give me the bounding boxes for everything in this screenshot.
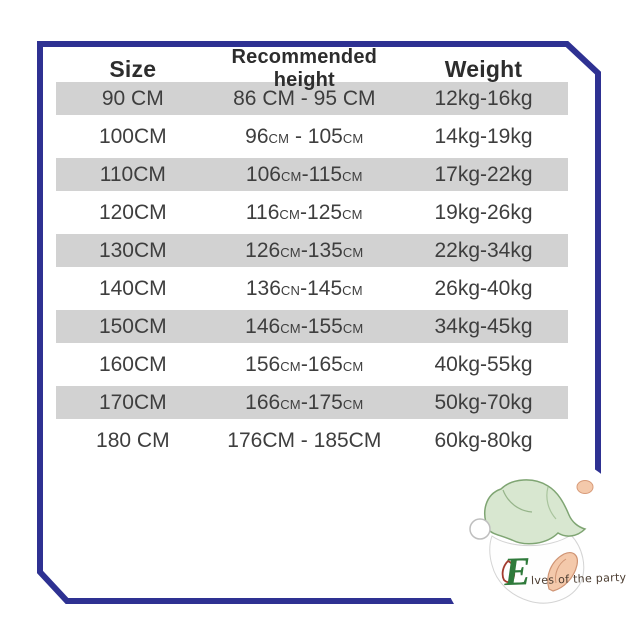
weight-cell: 22kg-34kg — [434, 239, 533, 262]
small-ear-detail — [501, 559, 516, 583]
table-row: 130CM 126CM-135CM 22kg-34kg — [56, 232, 568, 270]
weight-cell: 26kg-40kg — [434, 277, 533, 300]
weight-cell: 50kg-70kg — [434, 391, 533, 414]
elf-ear-inner-line — [555, 558, 567, 584]
size-cell: 140CM — [98, 277, 167, 300]
brand-text: Elves of the party — [503, 548, 627, 595]
size-cell: 150CM — [98, 315, 167, 338]
height-cell: 136CN-145CM — [245, 277, 363, 300]
table-row: 180 CM 176CM - 185CM 60kg-80kg — [56, 422, 568, 460]
elf-hand-shape — [576, 480, 594, 494]
weight-cell: 12kg-16kg — [434, 87, 533, 110]
table-header-row: Size Recommended height Weight — [56, 46, 568, 91]
table-row: 150CM 146CM-155CM 34kg-45kg — [56, 308, 568, 346]
height-cell: 166CM-175CM — [245, 391, 364, 414]
size-cell: 160CM — [98, 353, 167, 376]
size-cell: 90 CM — [101, 87, 164, 110]
height-cell: 126CM-135CM — [245, 239, 364, 262]
height-cell: 116CM-125CM — [245, 201, 363, 224]
size-cell: 100CM — [98, 125, 167, 148]
pompom-icon — [469, 518, 491, 540]
table-row: 100CM 96CM - 105CM 14kg-19kg — [56, 118, 568, 156]
size-cell: 130CM — [98, 239, 167, 262]
table-row: 140CM 136CN-145CM 26kg-40kg — [56, 270, 568, 308]
table-row: 90 CM 86 CM - 95 CM 12kg-16kg — [56, 80, 568, 118]
height-cell: 156CM-165CM — [245, 353, 364, 376]
size-cell: 170CM — [98, 391, 167, 414]
brand-name: lves of the party — [530, 570, 627, 588]
size-cell: 110CM — [99, 163, 166, 186]
weight-cell: 34kg-45kg — [434, 315, 533, 338]
size-cell: 120CM — [98, 201, 167, 224]
height-cell: 146CM-155CM — [245, 315, 364, 338]
height-cell: 86 CM - 95 CM — [233, 87, 376, 110]
weight-cell: 19kg-26kg — [434, 201, 533, 224]
column-header-height: Recommended height — [231, 46, 378, 91]
elf-hat-shape — [484, 479, 587, 545]
weight-cell: 60kg-80kg — [434, 429, 533, 452]
table-body: 90 CM 86 CM - 95 CM 12kg-16kg 100CM 96CM - 1… — [56, 80, 568, 460]
weight-cell: 14kg-19kg — [434, 125, 533, 148]
column-header-weight: Weight — [444, 55, 523, 82]
hat-shade-line — [546, 486, 557, 520]
height-cell: 176CM - 185CM — [227, 429, 382, 452]
table-row: 120CM 116CM-125CM 19kg-26kg — [56, 194, 568, 232]
brand-initial: E — [503, 548, 532, 595]
weight-cell: 17kg-22kg — [434, 163, 533, 186]
elf-hat-logo-icon — [469, 479, 594, 604]
hat-crease-line — [502, 489, 533, 513]
size-cell: 180 CM — [96, 429, 170, 452]
size-table: Size Recommended height Weight 90 CM 86 C… — [56, 46, 568, 460]
table-row: 160CM 156CM-165CM 40kg-55kg — [56, 346, 568, 384]
weight-cell: 40kg-55kg — [434, 353, 533, 376]
height-cell: 96CM - 105CM — [245, 125, 364, 148]
table-row: 110CM 106CM-115CM 17kg-22kg — [56, 156, 568, 194]
height-cell: 106CM-115CM — [245, 163, 363, 186]
table-row: 170CM 166CM-175CM 50kg-70kg — [56, 384, 568, 422]
column-header-size: Size — [109, 55, 157, 82]
